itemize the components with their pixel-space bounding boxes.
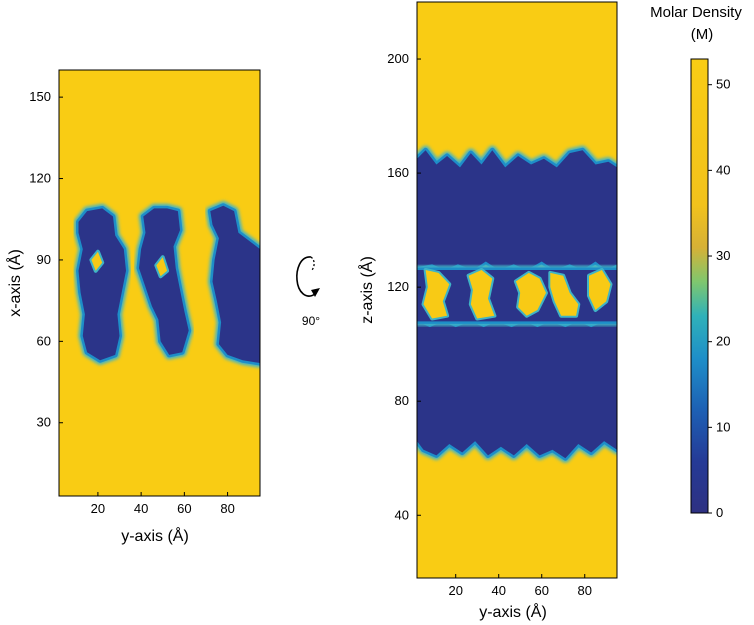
left-plot-frame: [58, 69, 261, 497]
low-density-region-column-2: [134, 203, 194, 360]
region-core: [417, 150, 617, 270]
inclusion-core: [468, 270, 495, 319]
inclusion-core: [156, 257, 168, 277]
left-x-tick-label: 20: [91, 501, 105, 516]
colorbar-tick-label: 50: [716, 77, 730, 92]
rotation-indicator: 90°: [296, 256, 320, 328]
high-density-inclusion-5: [587, 268, 613, 312]
colorbar: Molar Density (M) 0 10 20 30 40 50: [650, 4, 742, 520]
right-y-tick-label: 80: [395, 393, 409, 408]
left-y-tick-label: 150: [29, 89, 51, 104]
inclusion-core: [423, 270, 450, 319]
rotate-arrow-icon: [296, 256, 320, 297]
colorbar-ticks: 0 10 20 30 40 50: [708, 77, 730, 520]
low-density-region-band-lower: [417, 316, 617, 463]
inclusion-core: [515, 272, 546, 316]
high-density-inclusion-1: [89, 249, 105, 273]
low-density-region-column-3: [205, 201, 260, 368]
colorbar-tick-label: 40: [716, 162, 730, 177]
right-y-tick-label: 40: [395, 507, 409, 522]
right-y-ticks: 40 80 120 160 200: [387, 51, 421, 522]
high-density-inclusion-2: [154, 255, 170, 279]
left-x-axis-title: y-axis (Å): [121, 526, 189, 545]
colorbar-tick-label: 30: [716, 248, 730, 263]
high-density-inclusion-4: [548, 270, 581, 318]
high-density-inclusion-2: [466, 268, 497, 321]
region-core: [417, 321, 617, 459]
low-density-region-column-1: [74, 203, 131, 365]
inclusion-core: [550, 272, 579, 316]
right-y-tick-label: 120: [387, 279, 409, 294]
right-y-tick-label: 200: [387, 51, 409, 66]
left-density-regions: [74, 201, 260, 368]
left-y-tick-label: 90: [37, 252, 51, 267]
left-y-ticks: 30 60 90 120 150: [29, 89, 63, 430]
right-x-tick-label: 20: [448, 583, 462, 598]
left-x-ticks: 20 40 60 80: [91, 492, 235, 516]
right-heatmap-panel: 20 40 60 80 40 80 120 160 200 y-axis (Å) z-axis…: [357, 1, 618, 621]
right-y-axis-title: z-axis (Å): [357, 256, 376, 324]
colorbar-tick-label: 20: [716, 334, 730, 349]
right-plot-frame: [416, 1, 618, 579]
rotation-label: 90°: [302, 314, 320, 328]
left-y-tick-label: 120: [29, 171, 51, 186]
region-core: [139, 208, 189, 355]
right-density-regions: [417, 145, 617, 463]
region-core: [210, 205, 260, 363]
high-density-inclusion-1: [421, 268, 452, 321]
low-density-region-band-upper: [417, 145, 617, 275]
right-x-tick-label: 60: [534, 583, 548, 598]
inclusion-core: [589, 270, 611, 310]
colorbar-title-line2: (M): [691, 26, 714, 43]
right-y-tick-label: 160: [387, 165, 409, 180]
left-heatmap-panel: 20 40 60 80 30 60 90 120 150 y-axis (Å) x-axis …: [5, 69, 261, 545]
right-x-tick-label: 80: [578, 583, 592, 598]
right-x-ticks: 20 40 60 80: [448, 574, 592, 598]
colorbar-tick-label: 0: [716, 505, 723, 520]
left-x-tick-label: 60: [177, 501, 191, 516]
left-x-tick-label: 40: [134, 501, 148, 516]
right-x-axis-title: y-axis (Å): [479, 602, 547, 621]
colorbar-gradient: [690, 58, 709, 514]
left-y-axis-title: x-axis (Å): [5, 249, 24, 317]
inclusion-core: [91, 251, 103, 271]
left-x-tick-label: 80: [220, 501, 234, 516]
high-density-inclusion-3: [513, 270, 548, 318]
right-x-tick-label: 40: [491, 583, 505, 598]
left-y-tick-label: 30: [37, 415, 51, 430]
colorbar-title-line1: Molar Density: [650, 4, 742, 21]
colorbar-tick-label: 10: [716, 419, 730, 434]
region-core: [78, 208, 126, 361]
left-y-tick-label: 60: [37, 333, 51, 348]
